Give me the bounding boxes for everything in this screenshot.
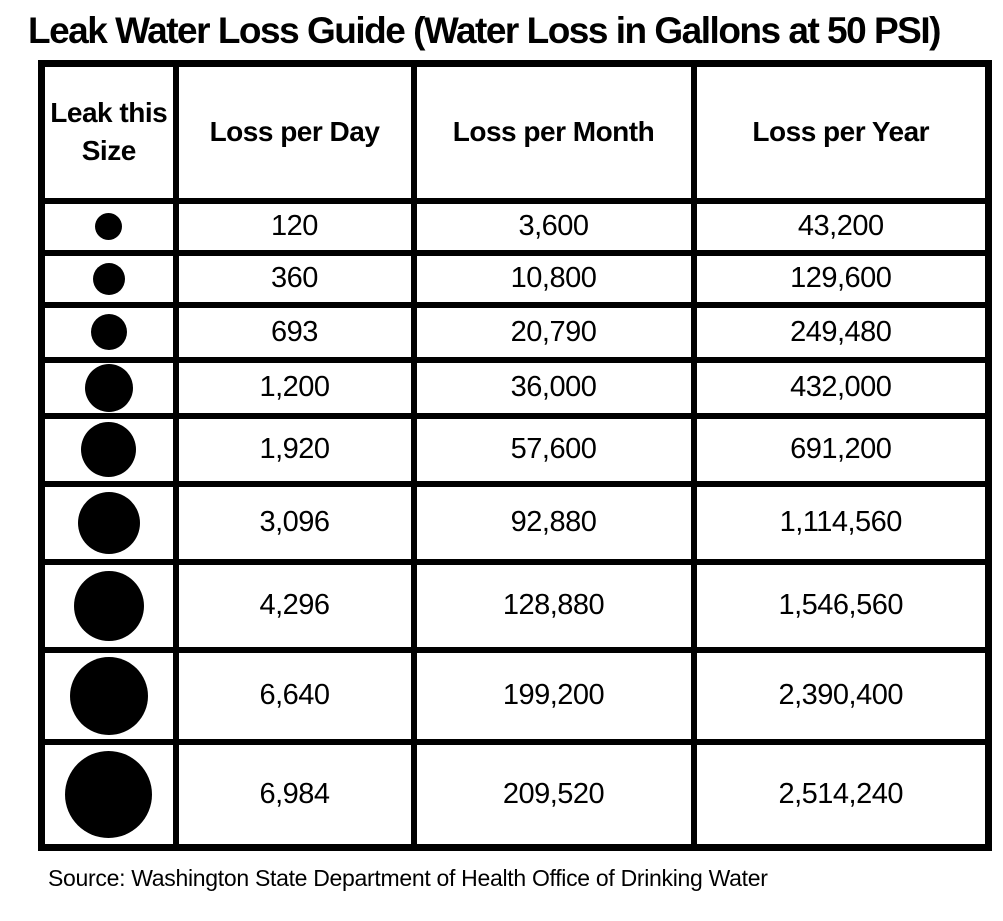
col-header-leak-this-size: Leak this Size bbox=[38, 60, 179, 204]
leak-water-loss-table: Leak this Size Loss per Day Loss per Mon… bbox=[38, 60, 992, 851]
col-header-loss-per-day: Loss per Day bbox=[172, 60, 417, 204]
leak-size-cell bbox=[38, 480, 179, 565]
table-row: 4,296 128,880 1,546,560 bbox=[38, 558, 992, 653]
loss-per-year-cell: 2,514,240 bbox=[690, 738, 992, 851]
table-row: 6,984 209,520 2,514,240 bbox=[38, 738, 992, 851]
leak-size-cell bbox=[38, 301, 179, 363]
table-row: 1,200 36,000 432,000 bbox=[38, 356, 992, 419]
loss-per-day-cell: 120 bbox=[172, 197, 417, 256]
loss-per-month-cell: 3,600 bbox=[410, 197, 697, 256]
leak-dot-icon bbox=[69, 656, 148, 735]
loss-per-year-cell: 249,480 bbox=[690, 301, 992, 363]
leak-dot-icon bbox=[73, 570, 144, 641]
loss-per-year-cell: 129,600 bbox=[690, 249, 992, 308]
loss-per-month-cell: 20,790 bbox=[410, 301, 697, 363]
loss-per-day-cell: 360 bbox=[172, 249, 417, 308]
col-header-loss-per-year: Loss per Year bbox=[690, 60, 992, 204]
header-row: Leak this Size Loss per Day Loss per Mon… bbox=[38, 60, 992, 204]
loss-per-year-cell: 2,390,400 bbox=[690, 646, 992, 745]
loss-per-year-cell: 432,000 bbox=[690, 356, 992, 419]
leak-dot-icon bbox=[77, 491, 140, 554]
table-row: 120 3,600 43,200 bbox=[38, 197, 992, 256]
leak-dot-icon bbox=[92, 262, 125, 295]
leak-size-cell bbox=[38, 197, 179, 256]
page-title: Leak Water Loss Guide (Water Loss in Gal… bbox=[28, 10, 941, 51]
leak-dot-icon bbox=[90, 314, 127, 350]
leak-size-cell bbox=[38, 249, 179, 308]
loss-per-month-cell: 209,520 bbox=[410, 738, 697, 851]
loss-per-day-cell: 693 bbox=[172, 301, 417, 363]
loss-per-year-cell: 691,200 bbox=[690, 412, 992, 487]
loss-per-day-cell: 1,200 bbox=[172, 356, 417, 419]
loss-per-day-cell: 6,640 bbox=[172, 646, 417, 745]
loss-per-month-cell: 36,000 bbox=[410, 356, 697, 419]
loss-per-year-cell: 1,546,560 bbox=[690, 558, 992, 653]
loss-per-month-cell: 128,880 bbox=[410, 558, 697, 653]
leak-dot-icon bbox=[81, 422, 137, 477]
loss-per-month-cell: 57,600 bbox=[410, 412, 697, 487]
table-body: 120 3,600 43,200 360 10,800 129,600 693 … bbox=[38, 197, 992, 851]
loss-per-year-cell: 1,114,560 bbox=[690, 480, 992, 565]
loss-per-month-cell: 199,200 bbox=[410, 646, 697, 745]
loss-per-month-cell: 92,880 bbox=[410, 480, 697, 565]
loss-per-day-cell: 1,920 bbox=[172, 412, 417, 487]
table-row: 360 10,800 129,600 bbox=[38, 249, 992, 308]
loss-per-day-cell: 6,984 bbox=[172, 738, 417, 851]
loss-per-month-cell: 10,800 bbox=[410, 249, 697, 308]
leak-size-cell bbox=[38, 646, 179, 745]
loss-per-day-cell: 4,296 bbox=[172, 558, 417, 653]
loss-per-year-cell: 43,200 bbox=[690, 197, 992, 256]
table-row: 693 20,790 249,480 bbox=[38, 301, 992, 363]
leak-size-cell bbox=[38, 356, 179, 419]
leak-size-cell bbox=[38, 412, 179, 487]
table-row: 1,920 57,600 691,200 bbox=[38, 412, 992, 487]
table-row: 3,096 92,880 1,114,560 bbox=[38, 480, 992, 565]
table-row: 6,640 199,200 2,390,400 bbox=[38, 646, 992, 745]
leak-size-cell bbox=[38, 738, 179, 851]
leak-size-cell bbox=[38, 558, 179, 653]
leak-dot-icon bbox=[95, 213, 123, 240]
leak-dot-icon bbox=[65, 750, 153, 838]
source-note: Source: Washington State Department of H… bbox=[48, 865, 768, 891]
col-header-loss-per-month: Loss per Month bbox=[410, 60, 697, 204]
leak-dot-icon bbox=[84, 363, 133, 412]
loss-per-day-cell: 3,096 bbox=[172, 480, 417, 565]
